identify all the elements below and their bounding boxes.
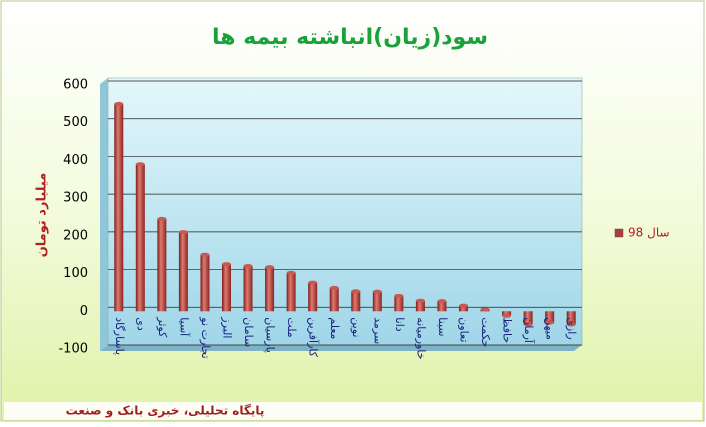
bar-cap <box>114 101 124 106</box>
bar-cap <box>178 230 188 235</box>
y-tick-label: 600 <box>63 78 88 93</box>
x-tick-label: تعاون <box>458 317 471 342</box>
footer-bar <box>4 402 702 420</box>
x-tick-label: میهن <box>544 317 557 340</box>
x-tick-label: نوین <box>350 317 363 337</box>
bar-cap <box>566 322 576 327</box>
bar-cap <box>265 265 275 270</box>
bar-cap <box>351 289 361 294</box>
bar-cap <box>286 270 296 275</box>
y-tick-label: 400 <box>63 153 88 168</box>
bar <box>200 254 210 312</box>
bar-cap <box>243 264 253 269</box>
bar-cap <box>437 299 447 304</box>
x-tick-label: حافظ <box>501 317 514 343</box>
x-tick-label: پاسارگاد <box>113 317 126 355</box>
x-tick-label: تجارت نو <box>199 316 212 358</box>
legend-swatch <box>614 228 624 238</box>
legend-label: سال 98 <box>628 226 670 240</box>
y-tick-label: 100 <box>63 266 88 281</box>
x-tick-label: پارسیان <box>264 317 277 353</box>
y-tick-label: -100 <box>58 342 88 357</box>
x-tick-label: البرز <box>221 316 234 338</box>
bar <box>243 266 253 312</box>
x-tick-label: سرمد <box>371 317 384 344</box>
bar <box>437 301 447 312</box>
bar-cap <box>308 280 318 285</box>
x-tick-label: کوثر <box>156 316 169 338</box>
bar <box>502 311 512 316</box>
bar-cap <box>394 293 404 298</box>
y-tick-label: 0 <box>80 304 88 319</box>
bar <box>114 103 124 312</box>
bar <box>178 232 188 312</box>
bar <box>222 264 231 312</box>
bar <box>265 267 275 312</box>
bar <box>372 291 382 312</box>
floor <box>100 345 582 351</box>
bar-cap <box>157 216 167 221</box>
x-tick-label: سامان <box>242 317 255 347</box>
y-tick-label: 500 <box>63 115 88 130</box>
bar <box>415 300 425 312</box>
x-tick-label: آرمان <box>522 317 536 344</box>
bar-cap <box>222 262 231 267</box>
bar <box>545 311 555 323</box>
bar-cap <box>200 252 210 257</box>
bar <box>394 295 404 312</box>
bar-cap <box>372 289 382 294</box>
bar <box>459 305 468 312</box>
x-tick-label: خاورمیانه <box>414 317 427 359</box>
bar-cap <box>135 162 145 167</box>
x-tick-label: معلم <box>328 317 341 339</box>
x-tick-label: سینا <box>436 317 449 336</box>
y-tick-label: 300 <box>63 191 88 206</box>
x-tick-label: دی <box>134 317 147 331</box>
x-tick-label: رازی <box>565 317 578 339</box>
bar-cap <box>480 307 490 312</box>
bar <box>308 282 318 312</box>
chart-title: سود(زیان)انباشته بیمه ها <box>212 25 488 50</box>
y-axis-label: میلیارد تومان <box>35 173 50 258</box>
bar <box>523 311 533 325</box>
bar <box>157 218 167 312</box>
bar <box>135 164 145 312</box>
bar-cap <box>523 322 533 327</box>
bar-cap <box>545 320 555 325</box>
bar <box>351 291 361 312</box>
bar <box>286 272 296 312</box>
x-tick-label: حکمت <box>479 317 492 347</box>
y-tick-label: 200 <box>63 228 88 243</box>
bar-cap <box>329 285 339 290</box>
bar-cap <box>459 303 468 308</box>
x-tick-label: کارآفرین <box>307 317 321 357</box>
footer-text: پایگاه تحلیلی، خبری بانک و صنعت <box>66 404 265 419</box>
bar <box>566 311 576 325</box>
side-wall <box>100 78 108 351</box>
bar-cap <box>502 313 512 318</box>
x-tick-label: ملت <box>285 317 298 337</box>
x-tick-label: آسیا <box>177 317 191 337</box>
bar-cap <box>415 298 425 303</box>
x-tick-label: دانا <box>393 317 406 331</box>
bar <box>329 287 339 312</box>
